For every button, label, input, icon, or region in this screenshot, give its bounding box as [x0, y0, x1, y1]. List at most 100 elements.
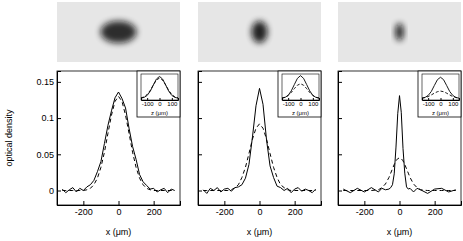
y-tick-mark — [57, 191, 61, 192]
inset-x-axis-line — [142, 98, 179, 101]
inset-x-tick-mark — [441, 98, 442, 100]
x-axis-line — [58, 201, 181, 206]
x-axis: -200 0 200 — [199, 201, 322, 217]
x-tick-mark — [295, 201, 296, 205]
plot-area — [62, 92, 174, 193]
figure: -200020000.050.10.15x (μm)optical densit… — [0, 0, 463, 241]
y-axis-line — [199, 72, 203, 206]
y-tick-label: 0.05 — [36, 150, 54, 160]
inset-x-tick: -100 — [423, 98, 436, 107]
y-axis — [198, 72, 202, 206]
atom-cloud — [396, 23, 404, 41]
image-background — [198, 2, 321, 62]
y-tick — [198, 154, 202, 155]
inset-x-tick-label: 0 — [439, 101, 443, 107]
x-tick: 0 — [116, 201, 121, 217]
y-tick: 0 — [49, 186, 61, 196]
data-line — [203, 88, 315, 193]
x-axis: -2000200 — [58, 201, 181, 217]
y-tick — [198, 191, 202, 192]
data-line — [343, 158, 455, 191]
inset-x-axis-line — [423, 98, 460, 101]
inset-box — [137, 71, 180, 117]
inset-box — [278, 71, 321, 117]
x-tick: 200 — [147, 201, 162, 217]
inset-x-tick-label: 0 — [158, 101, 162, 107]
x-tick-mark — [224, 201, 225, 205]
x-axis-line — [339, 201, 462, 206]
y-axis-line — [58, 72, 62, 206]
y-tick-label: 0.15 — [36, 77, 54, 87]
x-tick-label: 200 — [288, 207, 303, 217]
inset-x-tick: -100 — [283, 98, 296, 107]
inset-line — [422, 91, 459, 98]
x-axis-line — [199, 201, 322, 206]
x-tick-mark — [260, 201, 261, 205]
x-tick: 0 — [257, 201, 262, 217]
y-tick — [338, 191, 342, 192]
data-line — [62, 96, 174, 190]
inset-line — [141, 76, 178, 98]
x-tick-mark — [435, 201, 436, 205]
inset-x-axis-title: z (μm) — [292, 110, 309, 116]
inset-x-tick: 100 — [308, 98, 319, 107]
inset-x-tick-mark — [147, 98, 148, 100]
plot-frame — [57, 71, 180, 205]
inset-x-tick: 0 — [158, 98, 162, 107]
y-tick-label: 0 — [49, 186, 54, 196]
inset: -1000 100 z (μm) — [278, 71, 321, 117]
inset-x-axis-title: z (μm) — [151, 110, 168, 116]
absorption-image — [57, 2, 180, 62]
plot-area — [203, 88, 315, 193]
x-tick-mark — [400, 201, 401, 205]
x-tick: 200 — [428, 201, 443, 217]
x-tick-label: 200 — [428, 207, 443, 217]
x-tick-label: -200 — [216, 207, 234, 217]
plot-area — [343, 96, 455, 194]
inset-x-tick-mark — [453, 98, 454, 100]
x-axis: -200 0 200 — [339, 201, 462, 217]
atom-cloud — [101, 21, 137, 43]
inset-frame — [422, 74, 459, 100]
y-tick: 0.15 — [36, 77, 61, 87]
inset-x-tick-mark — [428, 98, 429, 100]
y-tick-mark — [198, 118, 202, 119]
inset-x-tick-label: -100 — [283, 101, 296, 107]
inset-x-tick-mark — [172, 98, 173, 100]
y-tick: 0.1 — [41, 113, 61, 123]
x-tick-label: 200 — [147, 207, 162, 217]
y-axis — [338, 72, 342, 206]
inset-x-tick-mark — [313, 98, 314, 100]
x-tick: 200 — [288, 201, 303, 217]
inset-x-tick-label: 100 — [308, 101, 319, 107]
inset-x-tick-mark — [288, 98, 289, 100]
inset-plot-area — [141, 76, 178, 98]
inset-x-axis: -1000 100 — [283, 98, 320, 107]
x-axis-title: x (μm) — [106, 227, 132, 237]
y-tick-mark — [57, 82, 61, 83]
inset-x-tick-label: -100 — [423, 101, 436, 107]
inset: -1000100z (μm) — [418, 71, 461, 117]
y-tick — [338, 118, 342, 119]
inset-x-tick-label: 100 — [167, 101, 178, 107]
y-tick — [338, 82, 342, 83]
inset-line — [141, 78, 178, 98]
absorption-image — [338, 2, 461, 62]
y-tick-mark — [338, 82, 342, 83]
data-line — [203, 124, 315, 191]
x-tick-label: -200 — [356, 207, 374, 217]
y-tick-mark — [57, 118, 61, 119]
inset-x-tick: 0 — [299, 98, 303, 107]
x-axis-title: x (μm) — [247, 227, 273, 237]
x-tick-label: 0 — [397, 207, 402, 217]
inset-x-tick: 100 — [167, 98, 178, 107]
atom-cloud — [252, 21, 268, 43]
inset: -1000100z (μm) — [137, 71, 180, 117]
x-tick: 0 — [397, 201, 402, 217]
absorption-image — [198, 2, 321, 62]
x-axis-title: x (μm) — [387, 227, 413, 237]
inset-x-axis: -1000100 — [142, 98, 179, 107]
data-line — [62, 92, 174, 193]
y-tick: 0.05 — [36, 150, 61, 160]
image-background — [57, 2, 180, 62]
